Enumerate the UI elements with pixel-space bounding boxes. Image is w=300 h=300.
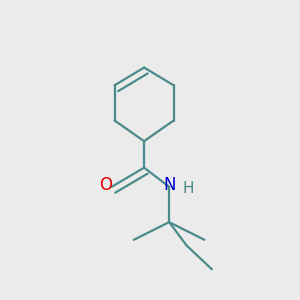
Text: N: N	[163, 176, 175, 194]
Text: H: H	[182, 181, 194, 196]
Text: O: O	[99, 176, 112, 194]
